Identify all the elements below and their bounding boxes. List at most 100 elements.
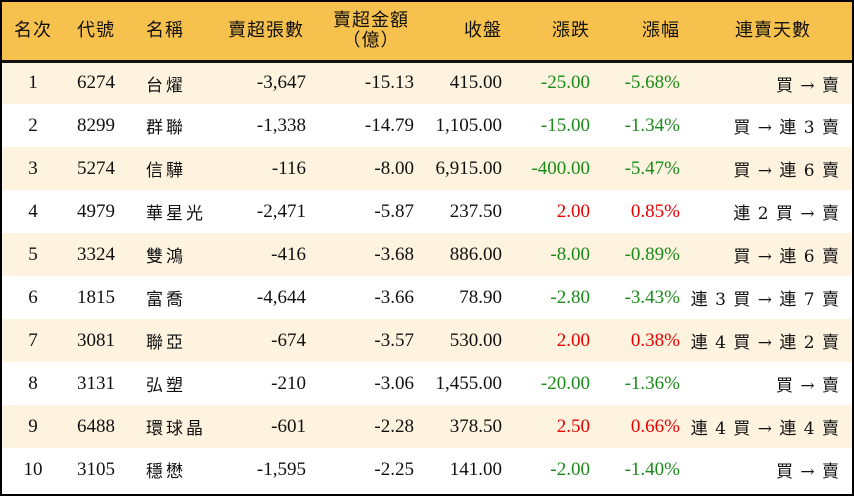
- net-sell-amount-cell: -3.57: [374, 329, 414, 351]
- change-cell: 2.00: [556, 200, 590, 222]
- net-sell-lots-cell: -3,647: [256, 72, 306, 94]
- header-net-sell-lots: 賣超張數: [224, 2, 306, 63]
- net-sell-lots-cell: -1,338: [256, 114, 306, 136]
- net-sell-amount-cell: -2.25: [374, 458, 414, 480]
- change-cell: 2.00: [556, 329, 590, 351]
- close-cell: 1,455.00: [435, 372, 503, 394]
- rank-cell: 3: [28, 157, 38, 179]
- net-sell-amount-cell: -3.66: [374, 286, 414, 308]
- table-row: 5 3324 雙鴻 -416 -3.68 886.00 -8.00 -0.89%…: [2, 233, 852, 276]
- net-sell-lots-cell: -116: [271, 157, 306, 179]
- name-cell: 環球晶: [146, 419, 206, 439]
- code-cell: 5274: [77, 157, 115, 179]
- table-row: 2 8299 群聯 -1,338 -14.79 1,105.00 -15.00 …: [2, 104, 852, 147]
- net-sell-amount-cell: -3.06: [374, 372, 414, 394]
- streak-cell: 買 → 賣: [775, 462, 840, 482]
- change-pct-cell: -5.68%: [624, 72, 680, 94]
- net-sell-lots-cell: -2,471: [256, 200, 306, 222]
- table-row: 9 6488 環球晶 -601 -2.28 378.50 2.50 0.66% …: [2, 405, 852, 448]
- name-cell: 群聯: [146, 118, 186, 138]
- header-net-sell-amount: 賣超金額 （億）: [306, 2, 416, 63]
- change-cell: -400.00: [531, 157, 590, 179]
- change-pct-cell: -0.89%: [624, 243, 680, 265]
- net-sell-lots-cell: -601: [271, 415, 306, 437]
- name-cell: 聯亞: [146, 333, 186, 353]
- code-cell: 3081: [77, 329, 115, 351]
- table-row: 6 1815 富喬 -4,644 -3.66 78.90 -2.80 -3.43…: [2, 276, 852, 319]
- header-close: 收盤: [416, 2, 506, 63]
- header-code: 代號: [64, 2, 128, 63]
- name-cell: 信驊: [146, 161, 186, 181]
- change-cell: 2.50: [556, 415, 590, 437]
- code-cell: 8299: [77, 114, 115, 136]
- net-sell-amount-cell: -5.87: [374, 200, 414, 222]
- rank-cell: 10: [23, 458, 43, 480]
- streak-cell: 連 3 買 → 連 7 賣: [690, 290, 840, 310]
- net-sell-lots-cell: -1,595: [256, 458, 306, 480]
- streak-cell: 買 → 連 6 賣: [733, 161, 840, 181]
- rank-cell: 5: [28, 243, 38, 265]
- rank-cell: 1: [28, 72, 38, 94]
- streak-cell: 連 4 買 → 連 2 賣: [690, 333, 840, 353]
- streak-cell: 買 → 賣: [775, 75, 840, 96]
- code-cell: 6274: [77, 72, 115, 94]
- close-cell: 886.00: [449, 243, 502, 265]
- rank-cell: 4: [28, 200, 38, 222]
- header-streak: 連賣天數: [686, 2, 852, 63]
- streak-cell: 買 → 賣: [775, 376, 840, 396]
- table-row: 3 5274 信驊 -116 -8.00 6,915.00 -400.00 -5…: [2, 147, 852, 190]
- header-change-pct: 漲幅: [596, 2, 686, 63]
- net-sell-amount-cell: -14.79: [364, 114, 414, 136]
- table-row: 10 3105 穩懋 -1,595 -2.25 141.00 -2.00 -1.…: [2, 448, 852, 491]
- change-cell: -2.00: [550, 458, 590, 480]
- streak-cell: 連 4 買 → 連 4 賣: [690, 419, 840, 439]
- code-cell: 6488: [77, 415, 115, 437]
- rank-cell: 6: [28, 286, 38, 308]
- net-sell-lots-cell: -416: [271, 243, 306, 265]
- table-row: 4 4979 華星光 -2,471 -5.87 237.50 2.00 0.85…: [2, 190, 852, 233]
- table-row: 8 3131 弘塑 -210 -3.06 1,455.00 -20.00 -1.…: [2, 362, 852, 405]
- change-pct-cell: 0.85%: [630, 200, 680, 222]
- streak-cell: 買 → 連 6 賣: [733, 247, 840, 267]
- header-row: 名次 代號 名稱 賣超張數 賣超金額 （億） 收盤 漲跌 漲幅 連賣天數: [2, 2, 852, 63]
- code-cell: 3105: [77, 458, 115, 480]
- change-cell: -20.00: [540, 372, 590, 394]
- name-cell: 雙鴻: [146, 247, 186, 267]
- header-change: 漲跌: [506, 2, 596, 63]
- code-cell: 3324: [77, 243, 115, 265]
- change-pct-cell: 0.38%: [630, 329, 680, 351]
- net-sell-lots-cell: -674: [271, 329, 306, 351]
- change-pct-cell: -1.36%: [624, 372, 680, 394]
- close-cell: 141.00: [449, 458, 502, 480]
- change-cell: -15.00: [540, 114, 590, 136]
- code-cell: 1815: [77, 286, 115, 308]
- header-net-sell-amount-line2: （億）: [342, 29, 400, 51]
- close-cell: 378.50: [449, 415, 502, 437]
- code-cell: 3131: [77, 372, 115, 394]
- net-sell-lots-cell: -4,644: [256, 286, 306, 308]
- net-sell-amount-cell: -3.68: [374, 243, 414, 265]
- close-cell: 415.00: [449, 72, 502, 94]
- rank-cell: 2: [28, 114, 38, 136]
- rank-cell: 8: [28, 372, 38, 394]
- streak-cell: 連 2 買 → 賣: [733, 204, 840, 224]
- close-cell: 78.90: [459, 286, 502, 308]
- close-cell: 530.00: [449, 329, 502, 351]
- close-cell: 1,105.00: [435, 114, 503, 136]
- net-sell-amount-cell: -8.00: [374, 157, 414, 179]
- change-cell: -25.00: [540, 72, 590, 94]
- name-cell: 富喬: [146, 290, 186, 310]
- header-net-sell-amount-line1: 賣超金額: [333, 9, 409, 31]
- name-cell: 穩懋: [146, 462, 186, 482]
- change-pct-cell: 0.66%: [630, 415, 680, 437]
- net-sell-lots-cell: -210: [271, 372, 306, 394]
- streak-cell: 買 → 連 3 賣: [733, 118, 840, 138]
- rank-cell: 9: [28, 415, 38, 437]
- change-pct-cell: -1.40%: [624, 458, 680, 480]
- change-pct-cell: -5.47%: [624, 157, 680, 179]
- header-name: 名稱: [128, 2, 224, 63]
- close-cell: 6,915.00: [435, 157, 503, 179]
- change-pct-cell: -3.43%: [624, 286, 680, 308]
